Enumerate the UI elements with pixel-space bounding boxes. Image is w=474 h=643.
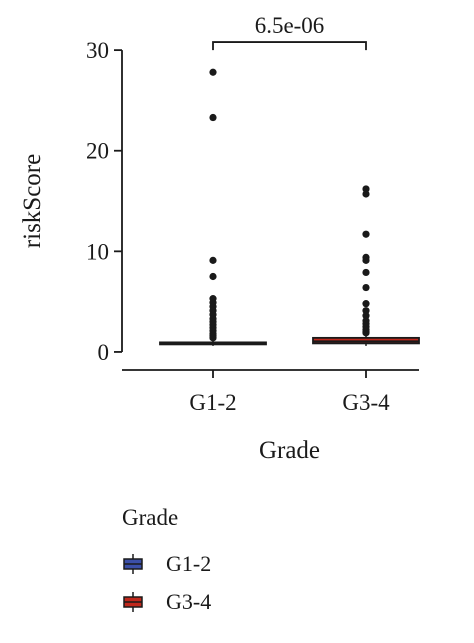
outlier-point-g3-4 <box>362 283 370 292</box>
legend-title: Grade <box>122 505 179 530</box>
outlier-point-g3-4 <box>362 190 370 198</box>
outlier-point-g3-4 <box>362 307 370 315</box>
legend: Grade G1-2 G3-4 <box>122 505 211 621</box>
legend-item-g3-4: G3-4 <box>122 583 211 621</box>
outlier-point-g3-4 <box>362 185 370 193</box>
outlier-point-g3-4 <box>362 256 370 264</box>
outlier-point-g3-4 <box>362 268 370 277</box>
outlier-points <box>209 68 370 342</box>
outlier-point-g1-2 <box>209 334 217 342</box>
outlier-point-g3-4 <box>362 300 370 308</box>
significance-label: 6.5e-06 <box>255 13 325 38</box>
x-tick-label-g3-4: G3-4 <box>342 390 390 415</box>
legend-key-g3-4 <box>122 592 144 612</box>
outlier-point-g3-4 <box>362 230 370 238</box>
outlier-point-g1-2 <box>209 113 217 122</box>
legend-item-g1-2: G1-2 <box>122 545 211 583</box>
y-tick-label: 10 <box>86 239 109 264</box>
x-axis: G1-2 G3-4 <box>122 369 419 415</box>
x-tick-label-g1-2: G1-2 <box>189 390 236 415</box>
boxplot-chart: 0 10 20 30 G1-2 G3-4 6.5e-06 riskScore Grade <box>19 13 420 464</box>
legend-label-g1-2: G1-2 <box>166 551 212 576</box>
y-tick-label: 0 <box>98 340 110 365</box>
outlier-point-g3-4 <box>362 312 370 320</box>
x-axis-label: Grade <box>259 437 320 464</box>
y-axis: 0 10 20 30 <box>86 38 123 365</box>
boxes <box>159 334 420 346</box>
y-tick-label: 30 <box>86 38 109 63</box>
legend-label-g3-4: G3-4 <box>166 589 212 614</box>
y-axis-label: riskScore <box>19 154 46 248</box>
significance-bracket: 6.5e-06 <box>212 13 367 51</box>
outlier-point-g1-2 <box>209 68 217 76</box>
outlier-point-g1-2 <box>209 272 217 281</box>
legend-key-g1-2 <box>122 554 144 574</box>
outlier-point-g1-2 <box>209 256 217 264</box>
y-tick-label: 20 <box>86 139 109 164</box>
significance-bracket-line <box>212 41 367 51</box>
outlier-point-g3-4 <box>362 329 370 337</box>
